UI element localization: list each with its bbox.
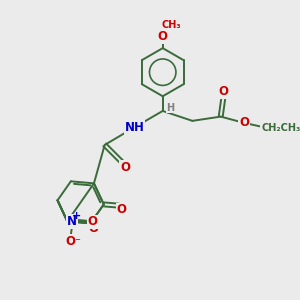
Text: NH: NH bbox=[124, 121, 144, 134]
Text: O: O bbox=[88, 215, 98, 229]
Text: O: O bbox=[120, 161, 130, 174]
Text: ⁻: ⁻ bbox=[74, 237, 80, 247]
Text: CH₃: CH₃ bbox=[162, 20, 182, 30]
Text: O: O bbox=[218, 85, 229, 98]
Text: O: O bbox=[116, 203, 127, 217]
Text: N: N bbox=[67, 215, 77, 228]
Text: O: O bbox=[66, 235, 76, 248]
Text: H: H bbox=[167, 103, 175, 112]
Text: CH₂CH₃: CH₂CH₃ bbox=[261, 123, 300, 133]
Text: O: O bbox=[89, 222, 99, 235]
Text: O: O bbox=[158, 30, 168, 43]
Text: +: + bbox=[71, 211, 81, 221]
Text: O: O bbox=[239, 116, 249, 129]
